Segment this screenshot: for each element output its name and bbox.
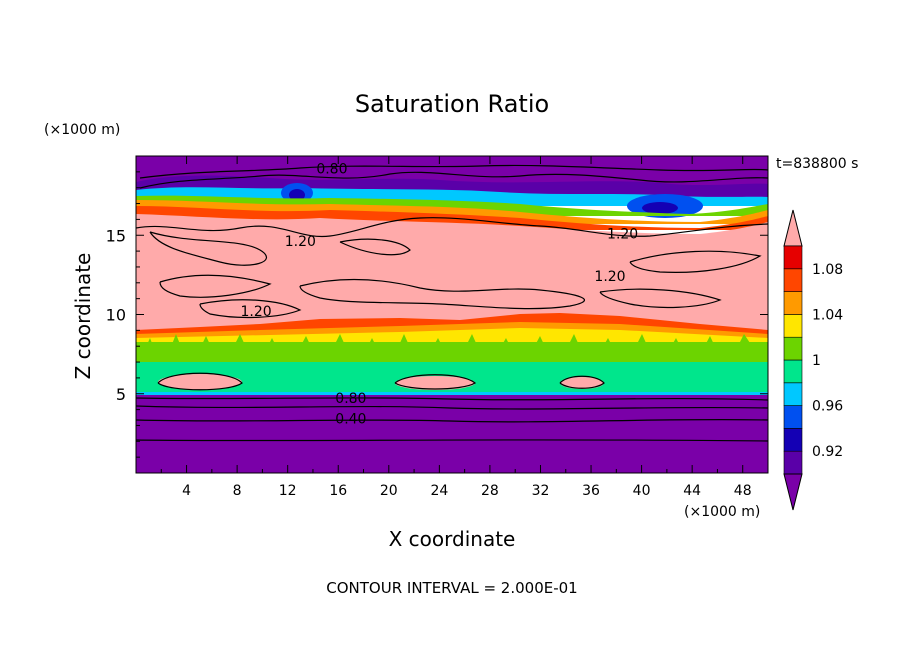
dark-cell-2	[642, 202, 678, 214]
colorbar-swatch	[783, 450, 803, 475]
contour-lens-3	[559, 375, 605, 389]
contour-1.20-upper	[136, 217, 768, 238]
y-tick-label: 10	[106, 306, 126, 325]
x-axis-label: X coordinate	[389, 527, 516, 551]
colorbar-swatch	[783, 405, 803, 429]
plot-area	[136, 156, 768, 473]
green-plume-edges	[136, 334, 768, 370]
lower-dry-layer	[136, 395, 768, 473]
contour-label: 1.20	[285, 234, 316, 250]
x-tick-label: 32	[532, 483, 550, 499]
y-axis-ticks: 5 10 15	[106, 171, 768, 458]
colorbar-label: 1	[812, 353, 821, 369]
contour-interval-note: CONTOUR INTERVAL = 2.000E-01	[326, 579, 577, 597]
contour-1.20-loop-f	[199, 299, 302, 319]
contour-lower-1	[136, 405, 768, 410]
contour-lower-2	[136, 439, 768, 442]
dark-cell-1	[289, 189, 305, 201]
y-unit-label: (×1000 m)	[44, 122, 120, 138]
chart-title: Saturation Ratio	[355, 90, 549, 118]
x-axis-ticks: 4 8 12 16 20 24 28 32 36 40 44 48	[160, 156, 752, 499]
contour-lens-2	[394, 374, 477, 390]
contour-upper-inner	[139, 164, 768, 179]
x-tick-label: 28	[481, 483, 499, 499]
colorbar-swatch	[783, 268, 803, 292]
contour-label: 0.40	[335, 412, 366, 428]
x-tick-label: 20	[380, 483, 398, 499]
y-tick-label: 5	[116, 385, 126, 404]
supersat-lens-2	[395, 376, 475, 390]
colorbar-label: 1.04	[812, 307, 843, 323]
colorbar-swatch	[783, 245, 803, 270]
contour-lens-1	[157, 372, 243, 391]
supersat-lens-3	[560, 377, 604, 389]
contour-1.20-loop-g	[599, 288, 722, 309]
contour-label: 1.20	[240, 304, 271, 320]
x-tick-label: 16	[329, 483, 347, 499]
contour-label: 1.20	[594, 269, 625, 285]
colorbar-swatch	[783, 314, 803, 338]
colorbar-label: 0.96	[812, 399, 843, 415]
x-tick-label: 44	[683, 483, 701, 499]
supersaturated-region	[136, 214, 768, 332]
contour-0.80-lower	[136, 397, 768, 401]
x-unit-label: (×1000 m)	[684, 504, 760, 520]
contour-label: 1.20	[607, 226, 638, 242]
contour-1.20-loop-e	[299, 278, 585, 310]
contour-0.40	[136, 418, 768, 423]
x-tick-label: 40	[633, 483, 651, 499]
contour-1.20-loop-d	[159, 274, 272, 298]
x-tick-label: 8	[233, 483, 242, 499]
x-tick-label: 4	[182, 483, 191, 499]
colorbar-label: 1.08	[812, 262, 843, 278]
supersat-lens-1	[158, 374, 242, 390]
contour-lines	[136, 164, 768, 442]
layer-base-cyan-line	[136, 392, 768, 395]
colorbar: 1.08 1.04 1 0.96 0.92	[783, 209, 843, 511]
contour-labels: 0.80 1.20 1.20 1.20 1.20 0.80 0.40	[240, 161, 638, 428]
contour-1.20-loop-b	[339, 238, 411, 256]
contour-label: 0.80	[335, 391, 366, 407]
x-tick-label: 48	[734, 483, 752, 499]
colorbar-top-arrow	[783, 209, 803, 247]
colorbar-bottom-arrow	[783, 473, 803, 511]
colorbar-swatch	[783, 382, 803, 406]
x-tick-label: 36	[582, 483, 600, 499]
colorbar-swatch	[783, 359, 803, 384]
colorbar-swatch	[783, 291, 803, 315]
x-tick-label: 12	[279, 483, 297, 499]
contour-1.20-loop-a	[149, 231, 268, 266]
contour-1.20-loop-c	[629, 250, 762, 273]
time-label: t=838800 s	[776, 156, 858, 172]
y-tick-label: 15	[106, 226, 126, 245]
colorbar-swatch	[783, 336, 803, 361]
contour-0.80-upper	[139, 171, 768, 189]
colorbar-label: 0.92	[812, 444, 843, 460]
contour-label: 0.80	[316, 161, 347, 177]
colorbar-swatch	[783, 428, 803, 452]
x-tick-label: 24	[430, 483, 448, 499]
y-axis-label: Z coordinate	[71, 253, 95, 380]
